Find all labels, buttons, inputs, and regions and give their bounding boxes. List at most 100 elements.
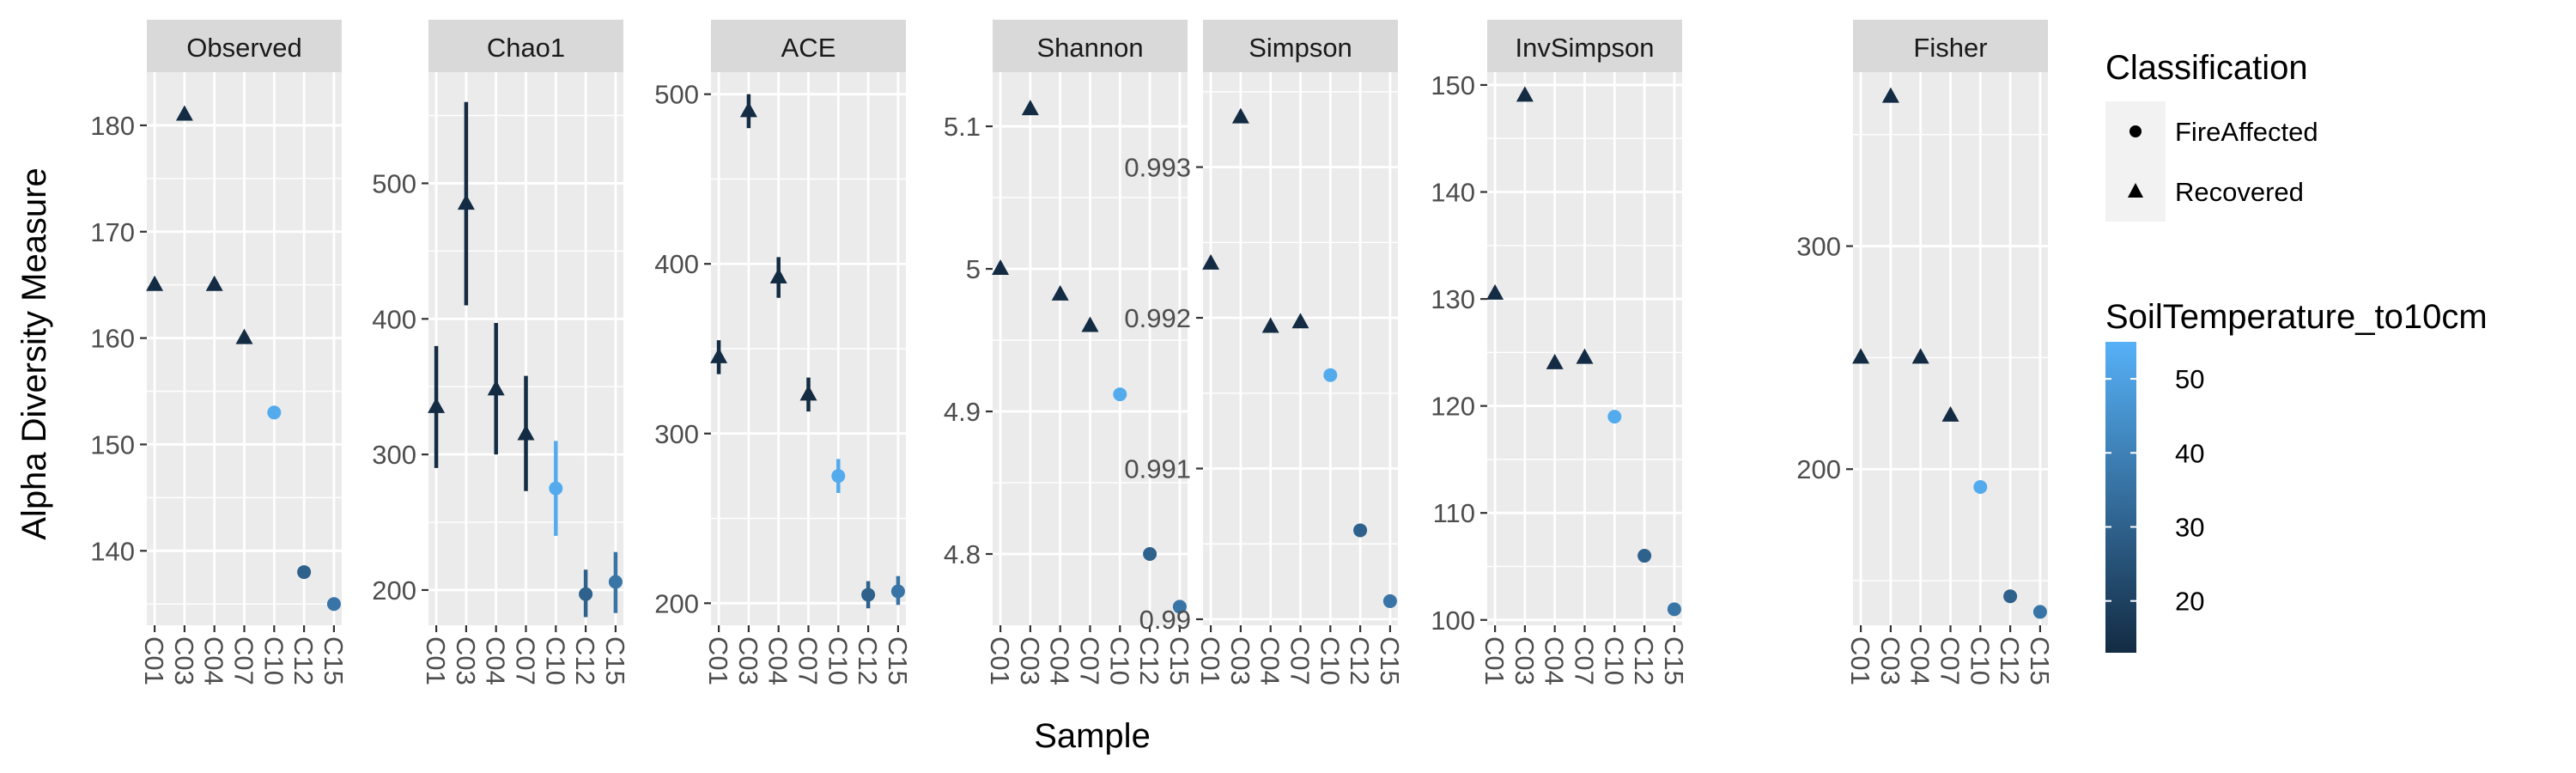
y-tick-label: 0.991 bbox=[1124, 454, 1191, 484]
point-shannon-c07 bbox=[1081, 316, 1099, 332]
x-tick-label: C07 bbox=[229, 636, 259, 685]
point-fisher-c07 bbox=[1941, 405, 1959, 422]
point-shannon-c01 bbox=[992, 259, 1010, 276]
point-observed-c15 bbox=[326, 597, 341, 612]
point-ace-c10 bbox=[831, 469, 846, 484]
x-axis-title: Sample bbox=[1034, 717, 1151, 755]
legend-shape-title: Classification bbox=[2105, 49, 2308, 87]
legend: Classification FireAffected Recovered So… bbox=[2105, 49, 2488, 653]
point-simpson-c03 bbox=[1231, 107, 1249, 124]
y-tick-label: 200 bbox=[372, 575, 416, 606]
y-tick-label: 400 bbox=[372, 304, 416, 334]
point-simpson-c10 bbox=[1323, 368, 1338, 382]
x-tick-label: C01 bbox=[1479, 636, 1510, 685]
y-tick-label: 100 bbox=[1431, 606, 1475, 636]
point-simpson-c12 bbox=[1353, 523, 1368, 538]
point-fisher-c03 bbox=[1881, 87, 1899, 103]
x-tick-label: C03 bbox=[1510, 636, 1540, 685]
x-tick-label: C01 bbox=[421, 636, 451, 685]
x-tick-label: C15 bbox=[1164, 636, 1194, 685]
x-tick-label: C03 bbox=[169, 636, 199, 685]
x-tick-label: C07 bbox=[1570, 636, 1600, 685]
x-tick-label: C10 bbox=[1599, 636, 1629, 685]
point-invsimpson-c03 bbox=[1516, 86, 1534, 102]
x-tick-label: C01 bbox=[139, 636, 169, 685]
legend-color-title: SoilTemperature_to10cm bbox=[2105, 298, 2488, 336]
y-tick-label: 500 bbox=[654, 80, 699, 110]
strip-label-shannon: Shannon bbox=[1036, 33, 1143, 63]
y-tick-label: 0.99 bbox=[1139, 605, 1191, 635]
y-tick-label: 140 bbox=[1431, 178, 1475, 208]
y-tick-label: 150 bbox=[1431, 70, 1475, 100]
y-tick-label: 300 bbox=[654, 419, 699, 449]
point-invsimpson-c12 bbox=[1637, 549, 1652, 563]
x-tick-label: C12 bbox=[1345, 636, 1375, 685]
x-tick-label: C04 bbox=[199, 636, 229, 685]
y-tick-label: 300 bbox=[372, 440, 416, 470]
y-tick-label: 4.8 bbox=[944, 539, 981, 569]
color-bar-ticks: 20 30 40 50 bbox=[2105, 364, 2204, 617]
point-observed-c04 bbox=[205, 275, 223, 291]
x-tick-label: C07 bbox=[1075, 636, 1105, 685]
x-tick-label: C03 bbox=[1015, 636, 1045, 685]
strip-label-fisher: Fisher bbox=[1913, 33, 1987, 63]
strip-simpson bbox=[1203, 20, 1398, 72]
x-tick-label: C10 bbox=[1104, 636, 1134, 685]
strip-chao1 bbox=[428, 20, 623, 72]
point-invsimpson-c07 bbox=[1576, 348, 1594, 364]
x-tick-label: C04 bbox=[1255, 636, 1285, 685]
x-tick-label: C10 bbox=[823, 636, 853, 685]
strip-label-invsimpson: InvSimpson bbox=[1516, 33, 1655, 63]
color-bar-tick-label: 50 bbox=[2175, 364, 2204, 394]
y-tick-label: 300 bbox=[1796, 232, 1841, 262]
x-tick-label: C12 bbox=[570, 636, 600, 685]
x-tick-label: C04 bbox=[763, 636, 793, 685]
x-tick-label: C07 bbox=[1935, 636, 1965, 685]
x-tick-label: C15 bbox=[600, 636, 630, 685]
y-tick-label: 160 bbox=[90, 324, 135, 354]
strip-ace bbox=[711, 20, 906, 72]
x-tick-label: C01 bbox=[1845, 636, 1875, 685]
y-tick-label: 180 bbox=[90, 111, 135, 141]
point-ace-c01 bbox=[710, 347, 728, 363]
x-tick-label: C15 bbox=[2025, 636, 2055, 685]
point-chao1-c01 bbox=[428, 397, 446, 413]
color-bar-tick-label: 40 bbox=[2175, 438, 2204, 468]
point-ace-c03 bbox=[739, 101, 757, 118]
y-tick-label: 400 bbox=[654, 249, 699, 279]
point-simpson-c07 bbox=[1291, 313, 1309, 329]
y-axis-title: Alpha Diversity Measure bbox=[15, 167, 53, 540]
point-fisher-c10 bbox=[1973, 480, 1988, 494]
y-tick-label: 5.1 bbox=[944, 112, 981, 142]
strip-invsimpson bbox=[1487, 20, 1682, 72]
x-tick-label: C15 bbox=[1375, 636, 1405, 685]
point-chao1-c10 bbox=[549, 481, 563, 496]
y-tick-label: 120 bbox=[1431, 392, 1475, 422]
legend-symbol-circle bbox=[2129, 125, 2142, 137]
point-fisher-c15 bbox=[2032, 605, 2047, 619]
point-observed-c07 bbox=[235, 328, 253, 344]
point-invsimpson-c04 bbox=[1546, 353, 1564, 369]
point-chao1-c04 bbox=[487, 380, 505, 396]
x-tick-label: C07 bbox=[511, 636, 541, 685]
y-tick-label: 5 bbox=[966, 254, 981, 284]
x-tick-label: C10 bbox=[1965, 636, 1995, 685]
point-invsimpson-c15 bbox=[1667, 602, 1681, 617]
point-fisher-c04 bbox=[1911, 348, 1929, 364]
legend-label-recovered: Recovered bbox=[2175, 177, 2304, 207]
point-simpson-c15 bbox=[1382, 593, 1397, 608]
y-tick-label: 130 bbox=[1431, 284, 1475, 314]
legend-label-fireaffected: FireAffected bbox=[2175, 117, 2318, 147]
point-ace-c15 bbox=[890, 584, 905, 599]
strip-shannon bbox=[993, 20, 1188, 72]
x-tick-label: C12 bbox=[1629, 636, 1659, 685]
color-bar-tick-label: 20 bbox=[2175, 587, 2204, 617]
point-chao1-c12 bbox=[579, 587, 593, 601]
color-bar bbox=[2105, 342, 2136, 653]
y-tick-label: 110 bbox=[1433, 498, 1475, 528]
y-tick-label: 4.9 bbox=[944, 397, 981, 427]
y-tick-label: 170 bbox=[90, 217, 135, 247]
x-tick-label: C10 bbox=[540, 636, 570, 685]
strip-label-simpson: Simpson bbox=[1249, 33, 1352, 63]
